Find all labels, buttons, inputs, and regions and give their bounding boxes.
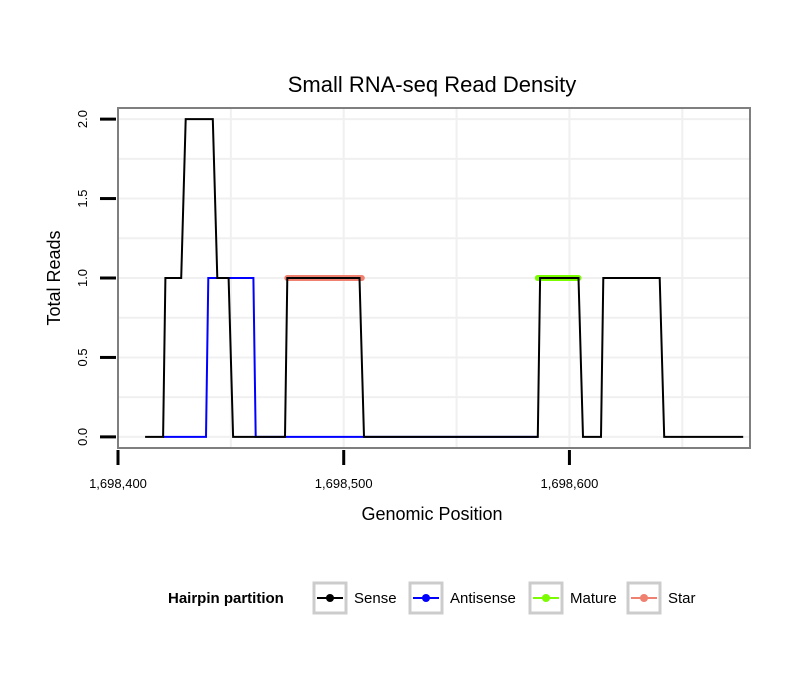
legend-item-antisense: Antisense: [408, 581, 516, 615]
legend-label: Star: [668, 590, 696, 607]
series-antisense-line: [163, 277, 538, 438]
chart-title: Small RNA-seq Read Density: [288, 72, 577, 97]
axes: 0.0 0.5 1.0 1.5 2.0 1,698,400 1,698,500 1,698,6…: [75, 110, 598, 491]
x-tick-label: 1,698,500: [315, 476, 373, 491]
legend-item-star: Star: [626, 581, 696, 615]
x-tick-label: 1,698,400: [89, 476, 147, 491]
x-axis-title: Genomic Position: [361, 504, 502, 524]
y-axis-title: Total Reads: [44, 230, 64, 325]
y-tick-label: 1.5: [75, 190, 90, 208]
series-group: [145, 118, 744, 438]
y-tick-label: 0.0: [75, 428, 90, 446]
y-tick-label: 1.0: [75, 269, 90, 287]
x-tick-label: 1,698,600: [541, 476, 599, 491]
y-tick-label: 0.5: [75, 348, 90, 366]
legend-label: Antisense: [450, 590, 516, 607]
y-tick-label: 2.0: [75, 110, 90, 128]
legend-key-dot: [542, 594, 550, 602]
legend-key-dot: [422, 594, 430, 602]
legend-item-mature: Mature: [528, 581, 617, 615]
legend-key-dot: [326, 594, 334, 602]
legend-title: Hairpin partition: [168, 590, 284, 607]
series-sense-line: [145, 118, 744, 438]
legend-label: Sense: [354, 590, 397, 607]
panel-border: [117, 107, 751, 449]
legend-label: Mature: [570, 590, 617, 607]
legend: Hairpin partition Sense Antisense Mature St…: [168, 581, 696, 615]
legend-item-sense: Sense: [312, 581, 397, 615]
legend-key-dot: [640, 594, 648, 602]
